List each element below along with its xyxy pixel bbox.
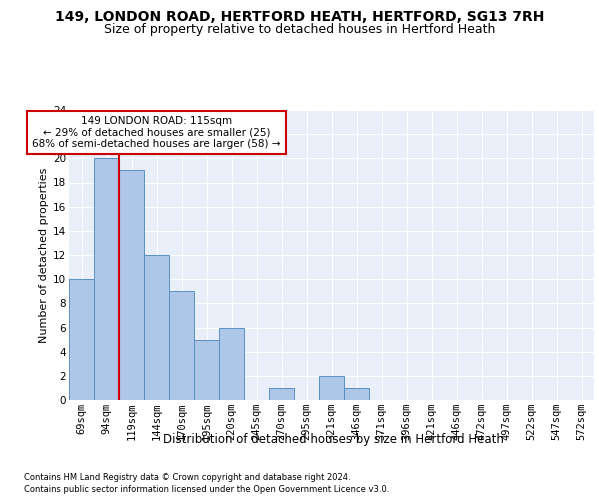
Bar [194,340,219,400]
Bar [144,255,169,400]
Bar [344,388,369,400]
Bar [69,279,94,400]
Bar [319,376,344,400]
Bar [219,328,244,400]
Bar [119,170,144,400]
Text: Contains HM Land Registry data © Crown copyright and database right 2024.: Contains HM Land Registry data © Crown c… [24,472,350,482]
Bar [269,388,294,400]
Y-axis label: Number of detached properties: Number of detached properties [39,168,49,342]
Bar [169,291,194,400]
Bar [94,158,119,400]
Text: Contains public sector information licensed under the Open Government Licence v3: Contains public sector information licen… [24,485,389,494]
Text: 149 LONDON ROAD: 115sqm
← 29% of detached houses are smaller (25)
68% of semi-de: 149 LONDON ROAD: 115sqm ← 29% of detache… [32,116,281,149]
Text: Size of property relative to detached houses in Hertford Heath: Size of property relative to detached ho… [104,22,496,36]
Text: 149, LONDON ROAD, HERTFORD HEATH, HERTFORD, SG13 7RH: 149, LONDON ROAD, HERTFORD HEATH, HERTFO… [55,10,545,24]
Text: Distribution of detached houses by size in Hertford Heath: Distribution of detached houses by size … [163,432,503,446]
